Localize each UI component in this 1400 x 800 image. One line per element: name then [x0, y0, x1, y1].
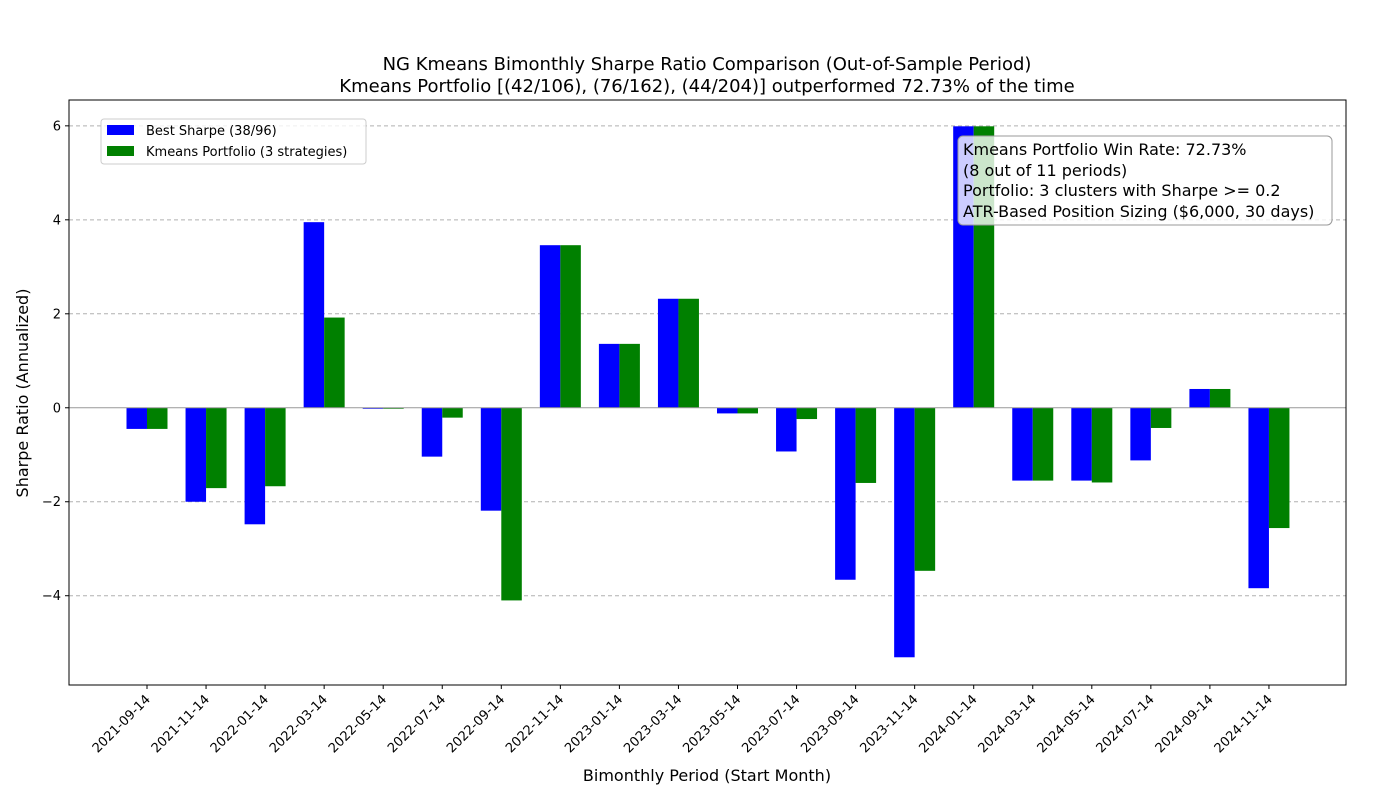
y-tick-label: −2 — [42, 495, 61, 510]
annotation-line-2: (8 out of 11 periods) — [963, 161, 1127, 180]
annotation-line-4: ATR-Based Position Sizing ($6,000, 30 da… — [963, 202, 1314, 221]
bar-best-sharpe-2023-07-14 — [776, 407, 797, 452]
x-tick-label: 2023-11-14 — [857, 692, 921, 756]
legend-box — [100, 118, 367, 165]
bar-kmeans-portfolio-2024-07-14 — [1150, 407, 1172, 428]
legend-label-kmeans-portfolio: Kmeans Portfolio (3 strategies) — [146, 145, 347, 160]
x-tick-label: 2023-03-14 — [621, 692, 685, 756]
annotation-background — [957, 135, 1333, 226]
bar-kmeans-portfolio-2022-07-14 — [442, 407, 463, 418]
bar-best-sharpe-2022-07-14 — [421, 407, 443, 457]
bar-kmeans-portfolio-2024-11-14 — [1268, 407, 1290, 529]
bar-kmeans-portfolio-2023-01-14 — [619, 343, 640, 408]
bar-kmeans-portfolio-2023-07-14 — [796, 407, 818, 420]
bar-best-sharpe-2023-09-14 — [835, 407, 856, 580]
legend: Best Sharpe (38/96) Kmeans Portfolio (3 … — [100, 118, 367, 165]
x-tick-label: 2023-09-14 — [798, 692, 862, 756]
x-tick-label: 2022-05-14 — [326, 692, 390, 756]
y-tick-label: 2 — [53, 307, 61, 322]
x-tick-label: 2024-01-14 — [916, 692, 980, 756]
x-tick-label: 2021-09-14 — [90, 692, 154, 756]
bar-kmeans-portfolio-2024-03-14 — [1032, 407, 1054, 481]
x-tick-label: 2024-05-14 — [1035, 692, 1099, 756]
x-tick-label: 2022-03-14 — [267, 692, 331, 756]
y-axis: −4 −2 0 2 4 6 — [42, 119, 69, 604]
x-tick-label: 2022-11-14 — [503, 692, 567, 756]
x-tick-label: 2024-11-14 — [1212, 692, 1276, 756]
bar-best-sharpe-2024-09-14 — [1189, 388, 1210, 408]
bar-best-sharpe-2023-01-14 — [598, 343, 620, 408]
x-tick-label: 2024-07-14 — [1094, 692, 1158, 756]
legend-swatch-kmeans-portfolio — [107, 146, 134, 156]
legend-swatch-best-sharpe — [107, 125, 134, 135]
annotation-line-1: Kmeans Portfolio Win Rate: 72.73% — [963, 140, 1247, 159]
x-tick-label: 2021-11-14 — [149, 692, 213, 756]
y-tick-label: −4 — [42, 589, 61, 604]
legend-label-best-sharpe: Best Sharpe (38/96) — [146, 124, 277, 139]
bar-best-sharpe-2022-01-14 — [244, 407, 266, 525]
x-tick-label: 2024-09-14 — [1153, 692, 1217, 756]
bar-best-sharpe-2024-05-14 — [1071, 407, 1092, 481]
x-tick-label: 2022-07-14 — [385, 692, 449, 756]
bar-best-sharpe-2021-11-14 — [185, 407, 207, 502]
x-tick-label: 2022-09-14 — [444, 692, 508, 756]
x-tick-label: 2023-01-14 — [562, 692, 626, 756]
bar-kmeans-portfolio-2024-05-14 — [1091, 407, 1113, 483]
y-tick-label: 0 — [53, 401, 61, 416]
bar-kmeans-portfolio-2023-05-14 — [737, 407, 758, 414]
x-tick-label: 2024-03-14 — [976, 692, 1040, 756]
x-axis-label: Bimonthly Period (Start Month) — [583, 766, 831, 785]
y-axis-label: Sharpe Ratio (Annualized) — [13, 289, 32, 498]
bar-best-sharpe-2023-05-14 — [717, 407, 738, 414]
y-tick-label: 4 — [53, 213, 61, 228]
bar-best-sharpe-2021-09-14 — [126, 407, 147, 429]
bar-best-sharpe-2024-07-14 — [1130, 407, 1151, 461]
bar-best-sharpe-2024-11-14 — [1248, 407, 1269, 589]
bar-best-sharpe-2023-11-14 — [894, 407, 915, 658]
chart-title: NG Kmeans Bimonthly Sharpe Ratio Compari… — [383, 54, 1032, 75]
bar-kmeans-portfolio-2023-03-14 — [678, 298, 699, 408]
bar-kmeans-portfolio-2021-09-14 — [147, 407, 168, 429]
bar-best-sharpe-2022-03-14 — [303, 222, 325, 408]
bar-best-sharpe-2023-03-14 — [657, 298, 679, 408]
x-tick-label: 2022-01-14 — [208, 692, 272, 756]
bar-kmeans-portfolio-2024-09-14 — [1209, 388, 1231, 408]
bar-kmeans-portfolio-2023-11-14 — [914, 407, 936, 571]
bar-kmeans-portfolio-2022-11-14 — [560, 245, 581, 408]
annotation-box: Kmeans Portfolio Win Rate: 72.73% (8 out… — [957, 135, 1333, 226]
plot-area-frame — [68, 99, 1347, 686]
bar-kmeans-portfolio-2022-01-14 — [265, 407, 286, 487]
bar-kmeans-portfolio-2022-03-14 — [324, 317, 345, 408]
bar-kmeans-portfolio-2021-11-14 — [206, 407, 227, 489]
bar-best-sharpe-2022-11-14 — [539, 245, 561, 408]
x-tick-label: 2023-07-14 — [739, 692, 803, 756]
chart-subtitle: Kmeans Portfolio [(42/106), (76/162), (4… — [339, 76, 1074, 97]
bar-best-sharpe-2022-09-14 — [480, 407, 502, 511]
bar-kmeans-portfolio-2023-09-14 — [855, 407, 877, 483]
annotation-line-3: Portfolio: 3 clusters with Sharpe >= 0.2 — [963, 181, 1281, 200]
bar-kmeans-portfolio-2022-09-14 — [501, 407, 522, 601]
y-tick-label: 6 — [53, 119, 61, 134]
bars — [126, 126, 1290, 658]
x-tick-label: 2023-05-14 — [680, 692, 744, 756]
x-axis: 2021-09-142021-11-142022-01-142022-03-14… — [90, 685, 1276, 756]
bar-best-sharpe-2024-03-14 — [1012, 407, 1033, 481]
